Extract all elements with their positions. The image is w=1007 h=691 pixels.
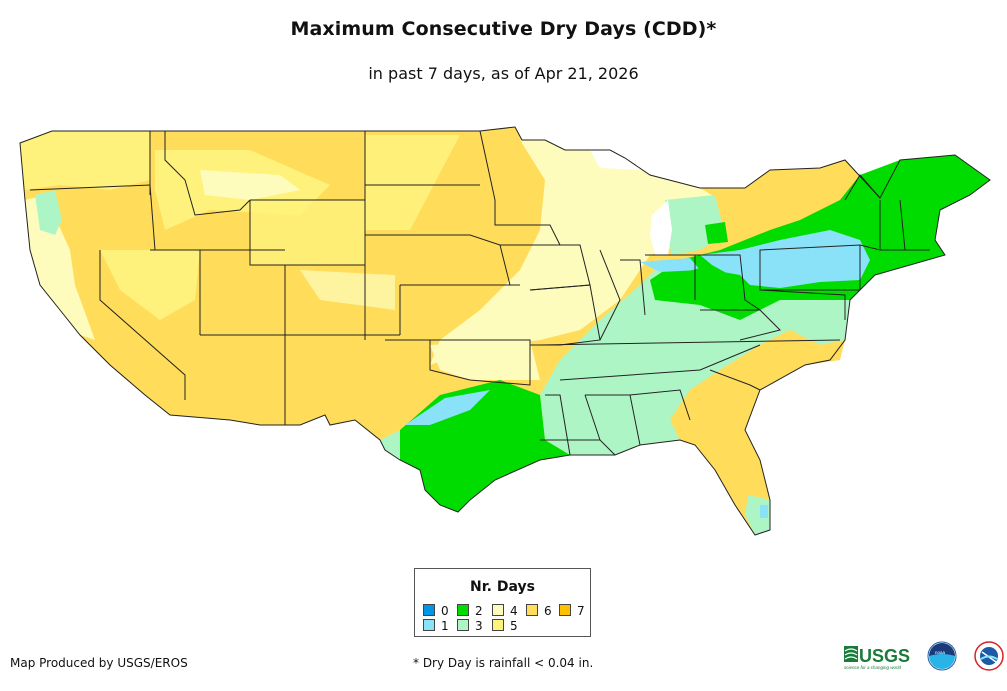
legend-label-2: 2 <box>475 604 483 618</box>
svg-text:USGS: USGS <box>859 646 910 666</box>
zone-pacific-pale <box>25 195 95 340</box>
zone-texas-1 <box>405 390 490 425</box>
zone-lake-erie-1 <box>640 258 700 272</box>
legend-item-4: 4 <box>492 604 518 618</box>
zone-michigan-2 <box>705 222 728 244</box>
legend-item-1: 1 <box>423 619 449 633</box>
zone-florida-1 <box>760 505 768 518</box>
legend-label-1: 1 <box>441 619 449 633</box>
dry-day-footnote: * Dry Day is rainfall < 0.04 in. <box>413 656 594 670</box>
legend-label-7: 7 <box>577 604 585 618</box>
zone-upper-midwest-4 <box>430 140 712 365</box>
lake-superior <box>590 148 665 170</box>
legend-label-5: 5 <box>510 619 518 633</box>
legend-label-4: 4 <box>510 604 518 618</box>
usgs-logo: USGS science for a changing world <box>844 646 910 670</box>
zone-southeast-6 <box>670 330 845 535</box>
legend-label-3: 3 <box>475 619 483 633</box>
lake-michigan <box>650 200 672 255</box>
legend-label-6: 6 <box>544 604 552 618</box>
zone-nevada-5 <box>100 250 200 320</box>
agency-logos: USGS science for a changing world noaa <box>844 641 1004 671</box>
zone-colorado-pale <box>300 270 395 310</box>
map-subtitle: in past 7 days, as of Apr 21, 2026 <box>368 64 639 83</box>
zone-texas-3 <box>380 430 400 460</box>
legend: Nr. Days 0 1 2 3 4 5 6 7 <box>414 568 591 637</box>
legend-swatch-0 <box>423 604 435 616</box>
legend-item-6: 6 <box>526 604 552 618</box>
legend-item-3: 3 <box>457 619 483 633</box>
legend-item-2: 2 <box>457 604 483 618</box>
map-credit: Map Produced by USGS/EROS <box>10 656 188 670</box>
legend-title: Nr. Days <box>470 579 535 595</box>
nws-logo <box>974 641 1004 671</box>
legend-swatch-6 <box>526 604 538 616</box>
zone-oregon-green <box>35 190 62 235</box>
legend-swatch-3 <box>457 619 469 631</box>
svg-text:noaa: noaa <box>935 650 946 655</box>
state-borders <box>19 126 991 536</box>
us-dry-days-map <box>19 126 991 536</box>
zone-nd-5 <box>365 135 460 230</box>
zone-indiana-ohio-2 <box>655 268 760 308</box>
legend-item-0: 0 <box>423 604 449 618</box>
zone-wyoming-5 <box>250 200 365 265</box>
map-title: Maximum Consecutive Dry Days (CDD)* <box>290 18 717 40</box>
legend-item-7: 7 <box>559 604 585 618</box>
legend-swatch-4 <box>492 604 504 616</box>
zone-washington-light <box>20 131 150 190</box>
legend-swatch-2 <box>457 604 469 616</box>
legend-label-0: 0 <box>441 604 449 618</box>
legend-swatch-5 <box>492 619 504 631</box>
zone-oklahoma-4 <box>430 340 540 380</box>
legend-item-5: 5 <box>492 619 518 633</box>
legend-swatch-7 <box>559 604 571 616</box>
legend-swatch-1 <box>423 619 435 631</box>
svg-text:science for a changing world: science for a changing world <box>844 665 902 670</box>
zone-montana-pale <box>200 170 300 200</box>
noaa-logo: noaa <box>927 641 957 671</box>
